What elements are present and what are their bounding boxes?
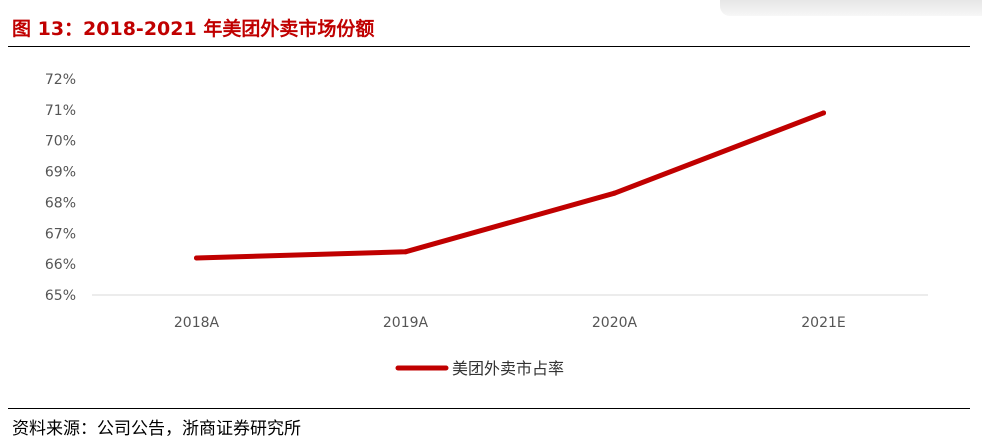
y-tick-label: 72% [45,72,76,88]
x-tick-label: 2020A [592,315,638,331]
y-tick-label: 66% [45,257,76,273]
data-point [821,110,826,116]
y-tick-label: 71% [45,103,76,119]
top-divider [8,46,970,47]
series-line [194,110,826,261]
x-axis: 2018A 2019A 2020A 2021E [174,315,846,331]
y-tick-label: 65% [45,288,76,304]
data-point [194,255,199,261]
x-tick-label: 2019A [383,315,429,331]
y-axis: 65% 66% 67% 68% 69% 70% 71% 72% [45,72,76,304]
x-tick-label: 2021E [801,315,845,331]
series-group [194,110,826,261]
bottom-divider [8,408,970,409]
x-tick-label: 2018A [174,315,220,331]
top-corner-shade [720,0,982,16]
y-tick-label: 70% [45,134,76,150]
data-point [403,249,408,255]
source-note: 资料来源：公司公告，浙商证券研究所 [12,419,301,439]
legend-label: 美团外卖市占率 [452,359,564,378]
y-tick-label: 68% [45,195,76,211]
y-tick-label: 69% [45,165,76,181]
data-point [612,190,617,196]
y-tick-label: 67% [45,226,76,242]
figure-title: 图 13：2018-2021 年美团外卖市场份额 [12,18,375,40]
legend: 美团外卖市占率 [395,359,564,378]
